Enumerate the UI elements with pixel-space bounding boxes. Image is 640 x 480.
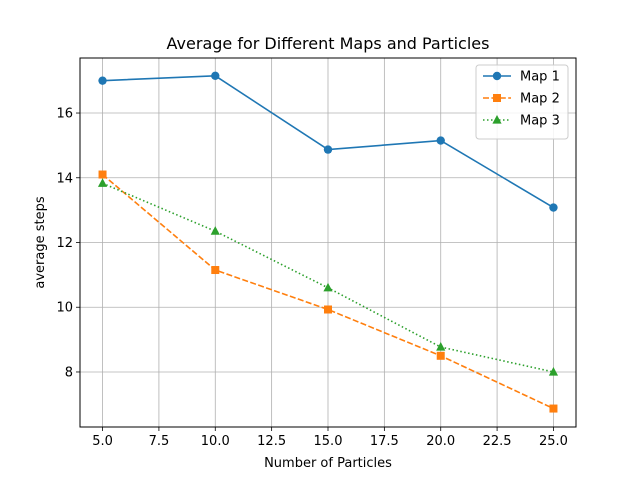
data-point — [323, 145, 333, 154]
x-tick-label: 7.5 — [149, 434, 170, 449]
series-map-2 — [98, 170, 558, 413]
data-point — [436, 351, 445, 360]
legend-item: Map 2 — [483, 92, 560, 107]
x-tick-label: 20.0 — [426, 434, 455, 449]
y-tick-label: 16 — [56, 107, 73, 122]
data-point — [436, 342, 446, 351]
y-axis-ticks: 8 10 12 14 16 — [56, 107, 80, 380]
legend-label: Map 3 — [520, 114, 560, 129]
data-point — [436, 136, 445, 145]
y-tick-label: 10 — [56, 301, 73, 316]
x-tick-label: 10.0 — [201, 434, 230, 449]
x-axis-ticks: 5.0 7.5 10.0 12.5 15.0 17.5 20.0 22.5 25.0 — [92, 427, 568, 449]
series-line — [102, 173, 554, 410]
legend-label: Map 2 — [520, 92, 560, 107]
series-map-3 — [97, 178, 559, 376]
chart-title: Average for Different Maps and Particles — [167, 34, 490, 53]
y-tick-label: 14 — [56, 171, 73, 186]
data-point — [548, 366, 559, 376]
data-point — [211, 71, 220, 81]
data-point — [210, 226, 220, 235]
data-point — [97, 178, 108, 187]
x-axis-label: Number of Particles — [264, 456, 392, 471]
x-tick-label: 25.0 — [539, 434, 568, 449]
y-tick-label: 8 — [65, 365, 73, 380]
x-tick-label: 15.0 — [314, 434, 343, 449]
x-tick-label: 22.5 — [483, 434, 512, 449]
series-layer — [97, 71, 559, 413]
data-point — [98, 170, 107, 179]
legend-label: Map 1 — [520, 70, 560, 85]
x-tick-label: 5.0 — [92, 434, 113, 449]
data-point — [323, 282, 333, 292]
legend: Map 1 Map 2 Map 3 — [475, 64, 569, 140]
y-tick-label: 12 — [56, 236, 73, 251]
legend-marker — [492, 115, 502, 124]
legend-item: Map 3 — [483, 114, 560, 129]
x-tick-label: 12.5 — [257, 434, 286, 449]
data-point — [549, 404, 558, 413]
legend-marker — [493, 94, 501, 102]
series-map-1 — [98, 71, 558, 212]
data-point — [211, 266, 220, 275]
y-axis-label: average steps — [33, 196, 48, 288]
data-point — [98, 76, 107, 85]
legend-marker — [492, 71, 502, 81]
data-point — [324, 305, 332, 314]
legend-item: Map 1 — [483, 70, 560, 85]
data-point — [549, 203, 558, 212]
x-tick-label: 17.5 — [370, 434, 399, 449]
